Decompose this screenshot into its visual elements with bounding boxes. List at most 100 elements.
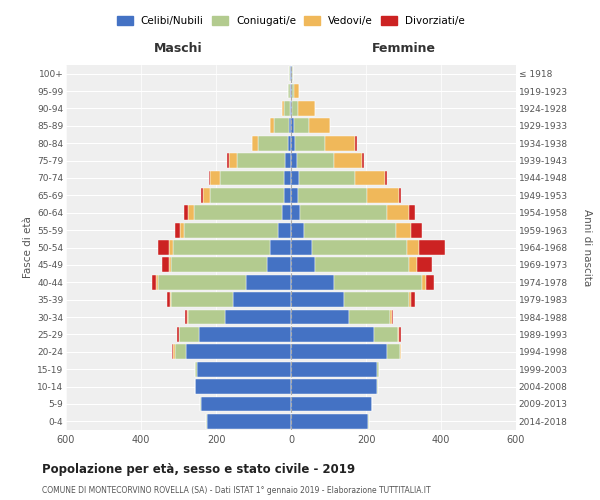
Bar bbox=[291, 136, 295, 150]
Bar bbox=[199, 327, 291, 342]
Bar bbox=[409, 258, 416, 272]
Bar bbox=[253, 136, 258, 150]
Bar bbox=[227, 153, 229, 168]
Bar bbox=[203, 188, 211, 202]
Bar bbox=[334, 275, 422, 289]
Bar bbox=[298, 101, 314, 116]
Bar bbox=[171, 258, 266, 272]
Bar bbox=[301, 206, 386, 220]
Bar bbox=[169, 258, 171, 272]
Bar bbox=[158, 275, 246, 289]
Bar bbox=[289, 66, 290, 81]
Bar bbox=[290, 66, 291, 81]
Bar bbox=[291, 240, 311, 255]
Bar bbox=[293, 84, 299, 98]
Bar bbox=[181, 222, 184, 238]
Bar bbox=[283, 101, 284, 116]
Bar bbox=[291, 275, 334, 289]
Bar bbox=[422, 275, 426, 289]
Bar bbox=[398, 327, 401, 342]
Bar bbox=[294, 118, 309, 133]
Bar bbox=[288, 136, 291, 150]
Bar bbox=[172, 344, 173, 359]
Bar bbox=[290, 84, 291, 98]
Bar bbox=[274, 118, 289, 133]
Bar bbox=[292, 66, 293, 81]
Bar bbox=[409, 206, 415, 220]
Bar bbox=[251, 136, 253, 150]
Bar bbox=[220, 170, 284, 186]
Bar bbox=[355, 170, 385, 186]
Bar bbox=[201, 396, 291, 411]
Bar bbox=[284, 101, 290, 116]
Bar bbox=[188, 206, 193, 220]
Bar bbox=[334, 153, 362, 168]
Bar bbox=[291, 170, 299, 186]
Bar bbox=[171, 292, 233, 307]
Bar bbox=[386, 206, 409, 220]
Bar bbox=[158, 240, 169, 255]
Bar bbox=[292, 101, 298, 116]
Bar bbox=[411, 292, 415, 307]
Y-axis label: Fasce di età: Fasce di età bbox=[23, 216, 33, 278]
Bar bbox=[325, 136, 355, 150]
Bar bbox=[179, 327, 199, 342]
Bar bbox=[377, 362, 379, 376]
Bar bbox=[385, 170, 386, 186]
Bar bbox=[291, 414, 368, 428]
Bar bbox=[292, 84, 293, 98]
Bar bbox=[173, 240, 271, 255]
Bar bbox=[377, 379, 378, 394]
Bar bbox=[296, 153, 334, 168]
Bar bbox=[236, 153, 286, 168]
Bar bbox=[156, 275, 158, 289]
Bar bbox=[349, 310, 391, 324]
Bar bbox=[329, 118, 331, 133]
Bar bbox=[291, 310, 349, 324]
Bar bbox=[170, 292, 171, 307]
Bar bbox=[371, 396, 373, 411]
Text: Popolazione per età, sesso e stato civile - 2019: Popolazione per età, sesso e stato civil… bbox=[42, 462, 355, 475]
Bar bbox=[169, 240, 173, 255]
Bar bbox=[284, 188, 291, 202]
Bar bbox=[399, 188, 401, 202]
Bar bbox=[193, 206, 281, 220]
Bar bbox=[355, 136, 356, 150]
Bar bbox=[291, 101, 292, 116]
Bar bbox=[291, 66, 292, 81]
Bar bbox=[152, 275, 156, 289]
Bar bbox=[211, 170, 220, 186]
Bar bbox=[197, 362, 291, 376]
Bar bbox=[426, 275, 433, 289]
Bar bbox=[373, 327, 398, 342]
Bar bbox=[291, 344, 386, 359]
Bar bbox=[271, 118, 274, 133]
Bar bbox=[271, 240, 291, 255]
Bar bbox=[291, 222, 304, 238]
Bar bbox=[289, 118, 291, 133]
Bar bbox=[175, 344, 186, 359]
Bar bbox=[416, 258, 431, 272]
Text: Maschi: Maschi bbox=[154, 42, 203, 54]
Bar bbox=[291, 327, 373, 342]
Bar bbox=[266, 258, 291, 272]
Bar bbox=[284, 170, 291, 186]
Bar bbox=[167, 292, 170, 307]
Bar bbox=[311, 240, 407, 255]
Bar bbox=[186, 344, 291, 359]
Bar bbox=[409, 292, 411, 307]
Bar bbox=[211, 188, 284, 202]
Bar bbox=[258, 136, 288, 150]
Bar bbox=[178, 327, 179, 342]
Bar bbox=[419, 240, 445, 255]
Bar bbox=[343, 292, 409, 307]
Bar bbox=[299, 170, 355, 186]
Bar bbox=[291, 206, 301, 220]
Y-axis label: Anni di nascita: Anni di nascita bbox=[582, 209, 592, 286]
Bar bbox=[392, 310, 394, 324]
Bar bbox=[291, 379, 377, 394]
Bar bbox=[187, 310, 188, 324]
Bar bbox=[233, 292, 291, 307]
Bar bbox=[188, 310, 226, 324]
Bar bbox=[400, 344, 401, 359]
